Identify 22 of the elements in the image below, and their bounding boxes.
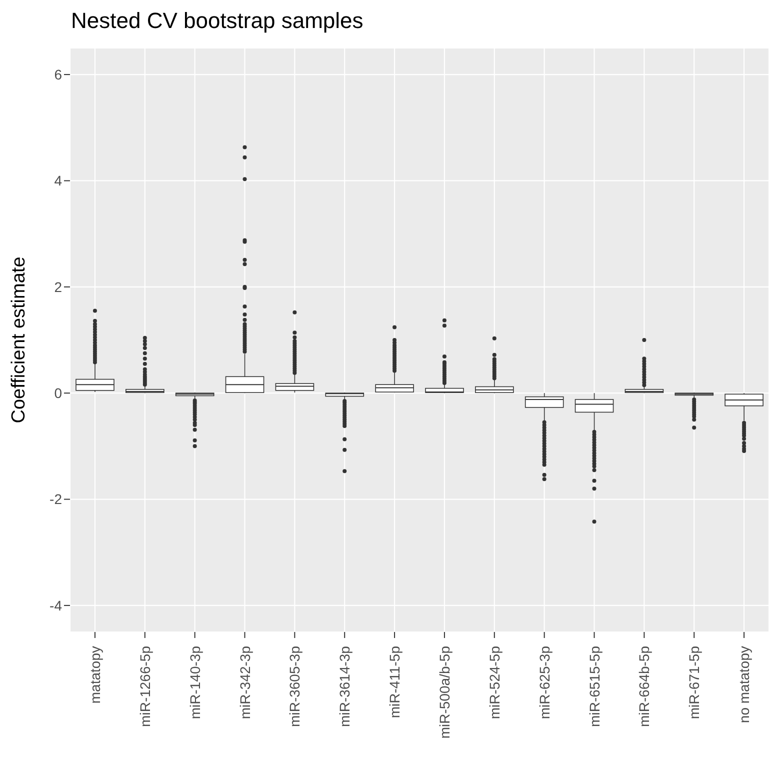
x-tick-label: miR-3614-3p xyxy=(336,646,353,727)
x-tick-label: matatopy xyxy=(86,646,103,704)
chart-title: Nested CV bootstrap samples xyxy=(71,8,364,35)
x-tick-label: miR-664b-5p xyxy=(636,646,652,727)
y-tick-label: 4 xyxy=(54,172,62,189)
y-tick-label: 6 xyxy=(54,66,62,83)
y-tick-label: 2 xyxy=(54,278,62,295)
x-tick-label: miR-625-3p xyxy=(536,646,552,720)
x-tick-label: miR-6515-5p xyxy=(586,646,602,727)
x-tick-label: miR-411-5p xyxy=(386,646,403,718)
x-tick-label: miR-342-3p xyxy=(236,646,253,720)
y-axis-title: Coefficient estimate xyxy=(8,256,30,424)
x-tick-label: miR-500a/b-5p xyxy=(436,646,452,739)
x-tick-label: miR-1266-5p xyxy=(136,646,153,727)
x-tick-label: miR-524-5p xyxy=(486,646,502,720)
y-tick-label: -4 xyxy=(50,597,62,614)
x-tick-label: miR-3605-3p xyxy=(286,646,303,727)
x-tick-label: miR-140-3p xyxy=(186,646,203,720)
y-tick-label: 0 xyxy=(54,385,62,402)
x-tick-label: miR-671-5p xyxy=(686,646,702,720)
y-tick-label: -2 xyxy=(50,491,62,508)
x-tick-label: no matatopy xyxy=(736,646,752,724)
